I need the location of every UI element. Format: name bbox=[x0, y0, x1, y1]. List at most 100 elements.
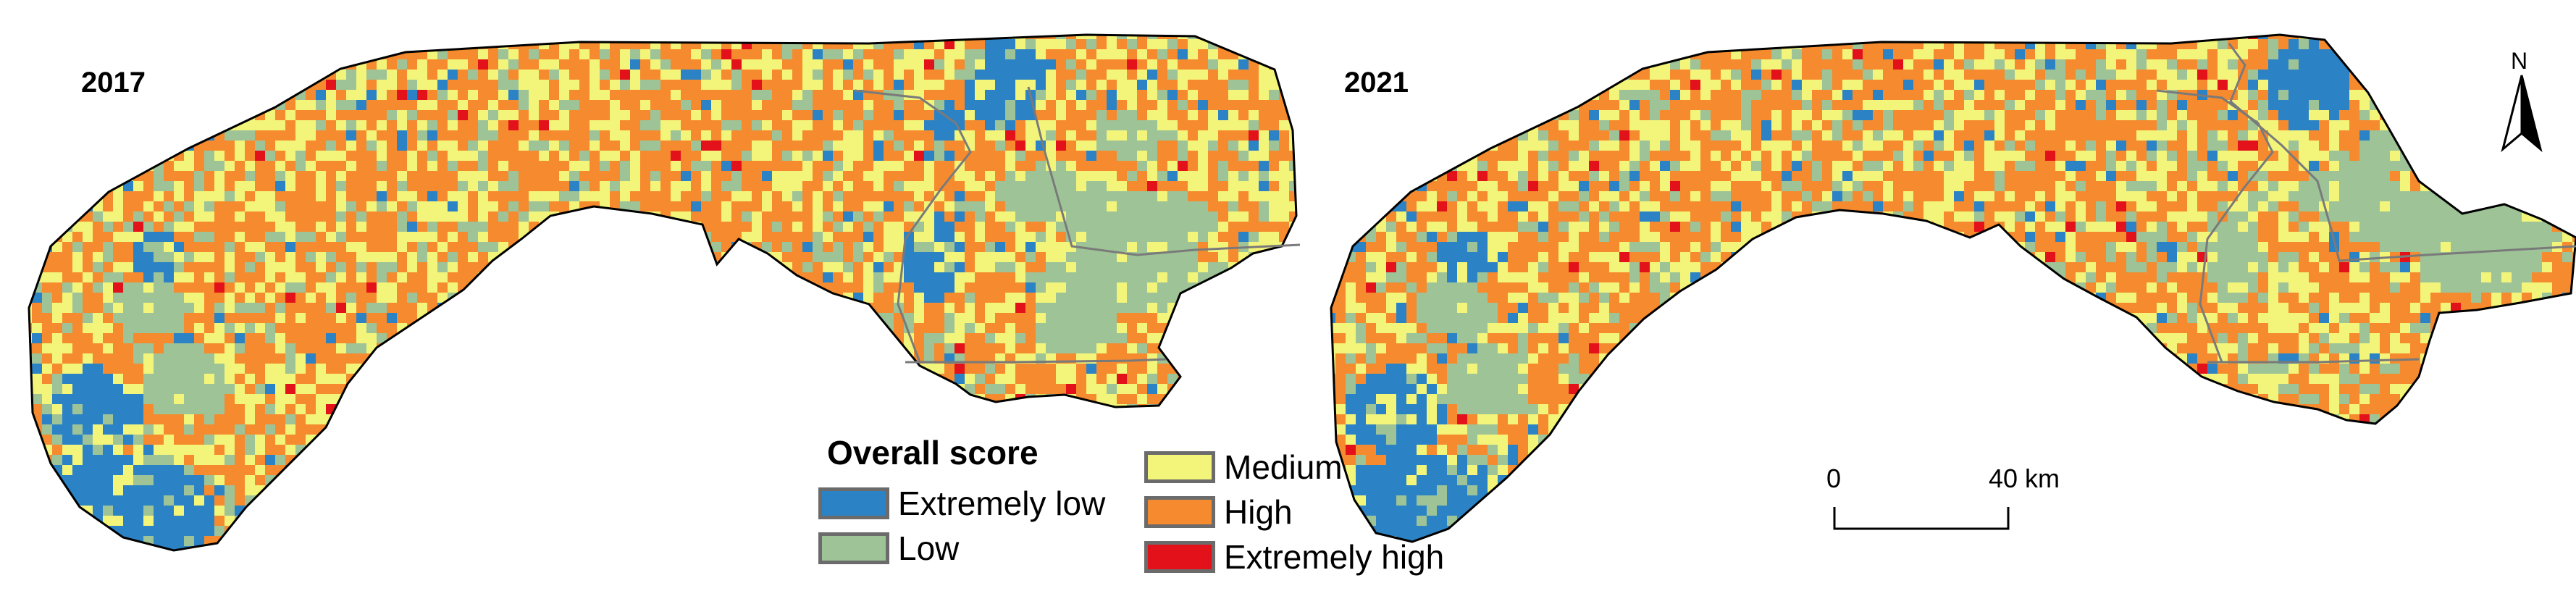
raster-cell bbox=[29, 39, 32, 49]
raster-cell bbox=[671, 282, 681, 293]
raster-cell bbox=[275, 110, 285, 120]
raster-cell bbox=[356, 323, 366, 333]
raster-cell bbox=[1167, 222, 1178, 232]
raster-cell bbox=[397, 161, 407, 171]
raster-cell bbox=[1005, 39, 1015, 49]
raster-cell bbox=[164, 39, 174, 49]
raster-cell bbox=[863, 201, 873, 211]
raster-cell bbox=[650, 130, 660, 141]
raster-cell bbox=[29, 211, 32, 222]
raster-cell bbox=[306, 39, 316, 49]
raster-cell bbox=[42, 201, 52, 211]
raster-cell bbox=[326, 141, 336, 151]
raster-cell bbox=[154, 39, 164, 49]
raster-cell bbox=[985, 303, 995, 313]
raster-cell bbox=[873, 80, 884, 90]
raster-cell bbox=[1025, 343, 1036, 353]
raster-cell bbox=[1228, 90, 1238, 100]
raster-cell bbox=[823, 384, 833, 394]
raster-cell bbox=[1167, 414, 1178, 424]
raster-cell bbox=[1208, 90, 1218, 100]
raster-cell bbox=[610, 130, 620, 141]
raster-cell bbox=[1269, 100, 1279, 110]
raster-cell bbox=[1127, 394, 1137, 404]
raster-cell bbox=[326, 323, 336, 333]
raster-cell bbox=[1218, 414, 1228, 424]
raster-cell bbox=[792, 49, 802, 59]
raster-cell bbox=[691, 282, 701, 293]
raster-cell bbox=[1238, 282, 1249, 293]
raster-cell bbox=[427, 364, 437, 374]
raster-cell bbox=[569, 141, 579, 151]
raster-cell bbox=[397, 59, 407, 70]
raster-cell bbox=[529, 181, 539, 191]
raster-cell bbox=[711, 404, 721, 414]
raster-cell bbox=[590, 141, 600, 151]
raster-cell bbox=[985, 364, 995, 374]
raster-cell bbox=[975, 70, 985, 80]
raster-cell bbox=[1269, 141, 1279, 151]
raster-cell bbox=[225, 35, 235, 39]
raster-cell bbox=[579, 80, 590, 90]
raster-cell bbox=[762, 161, 772, 171]
raster-cell bbox=[397, 282, 407, 293]
raster-cell bbox=[225, 364, 235, 374]
raster-cell bbox=[985, 201, 995, 211]
raster-cell bbox=[255, 414, 265, 424]
raster-cell bbox=[853, 262, 863, 272]
raster-cell bbox=[204, 343, 214, 353]
raster-cell bbox=[508, 171, 519, 181]
raster-cell bbox=[884, 161, 894, 171]
raster-cell bbox=[407, 191, 417, 201]
raster-cell bbox=[1269, 293, 1279, 303]
raster-cell bbox=[143, 232, 154, 242]
raster-cell bbox=[1289, 353, 1296, 364]
raster-cell bbox=[1137, 100, 1147, 110]
raster-cell bbox=[1178, 171, 1188, 181]
raster-cell bbox=[62, 191, 72, 201]
raster-cell bbox=[174, 39, 184, 49]
raster-cell bbox=[539, 303, 549, 313]
raster-cell bbox=[1086, 120, 1096, 130]
raster-cell bbox=[1147, 232, 1157, 242]
raster-cell bbox=[1066, 323, 1076, 333]
raster-cell bbox=[113, 293, 123, 303]
raster-cell bbox=[174, 303, 184, 313]
raster-cell bbox=[955, 39, 965, 49]
raster-cell bbox=[792, 414, 802, 424]
raster-cell bbox=[752, 130, 762, 141]
raster-cell bbox=[204, 80, 214, 90]
raster-cell bbox=[1249, 211, 1259, 222]
raster-cell bbox=[478, 364, 488, 374]
raster-cell bbox=[1259, 35, 1269, 39]
raster-cell bbox=[326, 191, 336, 201]
raster-cell bbox=[356, 201, 366, 211]
raster-cell bbox=[742, 414, 752, 424]
raster-cell bbox=[1076, 272, 1086, 282]
raster-cell bbox=[519, 364, 529, 374]
raster-cell bbox=[1147, 394, 1157, 404]
raster-cell bbox=[1117, 181, 1127, 191]
raster-cell bbox=[1198, 303, 1208, 313]
raster-cell bbox=[691, 364, 701, 374]
raster-cell bbox=[1107, 353, 1117, 364]
raster-cell bbox=[640, 49, 650, 59]
raster-cell bbox=[83, 100, 93, 110]
raster-cell bbox=[285, 49, 295, 59]
raster-cell bbox=[955, 414, 965, 424]
raster-cell bbox=[1218, 35, 1228, 39]
raster-cell bbox=[975, 384, 985, 394]
raster-cell bbox=[934, 343, 944, 353]
raster-cell bbox=[843, 374, 853, 384]
raster-cell bbox=[1005, 374, 1015, 384]
raster-cell bbox=[1147, 323, 1157, 333]
raster-cell bbox=[1188, 384, 1198, 394]
raster-cell bbox=[448, 120, 458, 130]
raster-cell bbox=[346, 161, 356, 171]
raster-cell bbox=[265, 303, 275, 313]
raster-cell bbox=[924, 272, 934, 282]
raster-cell bbox=[924, 333, 934, 343]
raster-cell bbox=[894, 323, 904, 333]
raster-cell bbox=[52, 353, 62, 364]
raster-cell bbox=[731, 191, 742, 201]
